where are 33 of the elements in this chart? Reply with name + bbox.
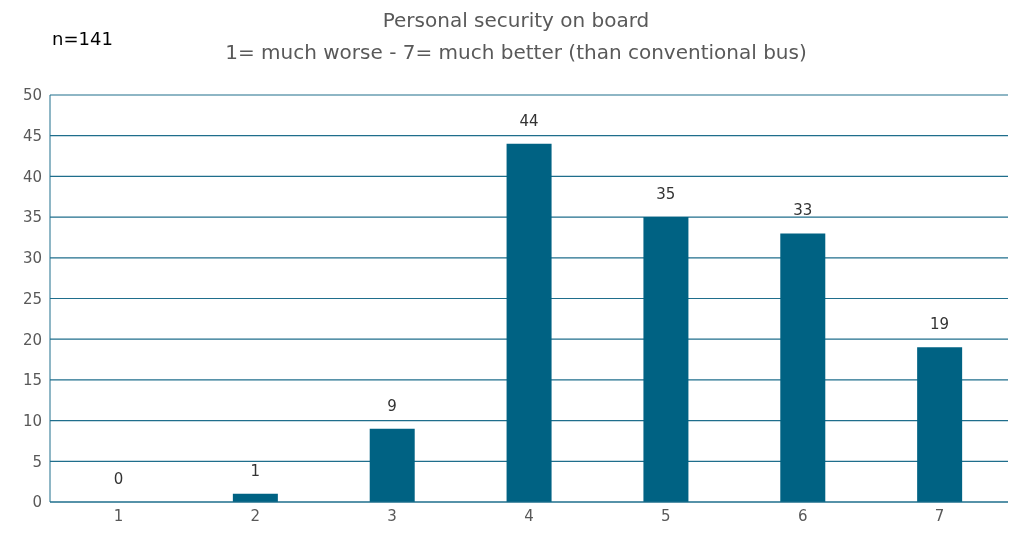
data-label: 9 xyxy=(387,396,397,415)
bar xyxy=(506,143,552,502)
y-tick-label: 40 xyxy=(22,167,42,186)
y-tick-label: 20 xyxy=(22,330,42,349)
x-tick-label: 5 xyxy=(661,506,671,525)
y-tick-label: 15 xyxy=(22,371,42,390)
bar xyxy=(369,428,415,502)
y-tick-label: 25 xyxy=(22,289,42,308)
data-label: 44 xyxy=(519,111,539,130)
y-tick-label: 35 xyxy=(22,208,42,227)
x-tick-label: 1 xyxy=(113,506,124,525)
y-tick-label: 5 xyxy=(32,452,42,471)
chart-title: Personal security on board xyxy=(382,8,650,32)
data-label: 35 xyxy=(656,185,676,204)
x-tick-label: 7 xyxy=(934,506,945,525)
text: n=141 xyxy=(52,28,113,49)
bar xyxy=(643,217,689,502)
x-tick-label: 2 xyxy=(250,506,261,525)
y-tick-label: 0 xyxy=(32,493,42,512)
y-tick-label: 45 xyxy=(22,127,42,146)
chart-subtitle: 1= much worse - 7= much better (than conventional bus) xyxy=(225,40,807,64)
data-label: 1 xyxy=(250,461,261,480)
data-label: 0 xyxy=(113,470,124,488)
data-label: 33 xyxy=(793,201,813,220)
bar xyxy=(917,347,963,502)
data-label: 19 xyxy=(930,315,950,334)
y-tick-label: 30 xyxy=(22,249,42,268)
y-tick-label: 10 xyxy=(22,411,42,430)
bar xyxy=(780,233,826,502)
x-tick-label: 3 xyxy=(387,506,397,525)
x-tick-label: 4 xyxy=(524,506,534,525)
x-tick-label: 6 xyxy=(797,506,808,525)
y-tick-label: 50 xyxy=(22,86,42,105)
